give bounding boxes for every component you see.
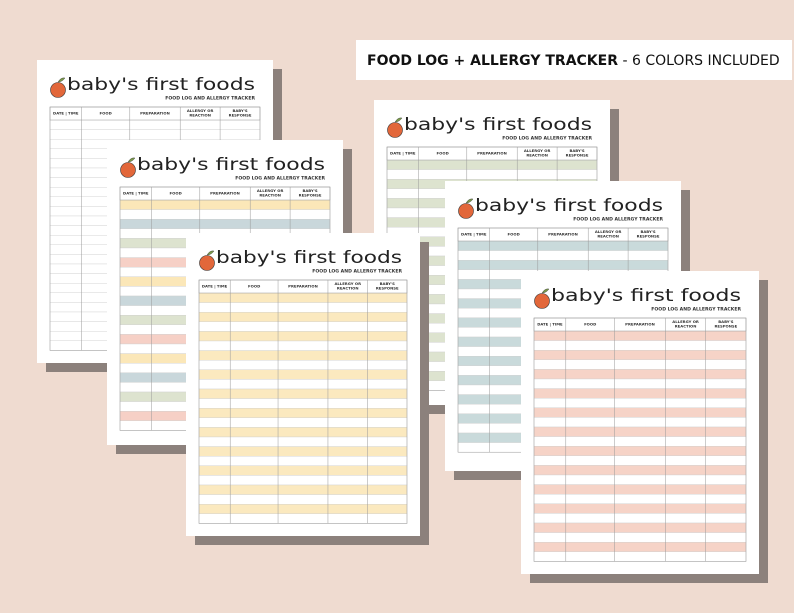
column-header: FOOD bbox=[437, 151, 449, 156]
logo-orange bbox=[387, 122, 403, 138]
table-border bbox=[198, 279, 408, 524]
column-header: DATE | TIME bbox=[390, 151, 416, 156]
column-header: BABY'S bbox=[640, 229, 655, 234]
column-header: DATE | TIME bbox=[202, 284, 228, 289]
column-header: BABY'S bbox=[569, 148, 584, 153]
logo-leaf bbox=[465, 198, 474, 204]
column-header: BABY'S bbox=[302, 188, 317, 193]
logo-orange bbox=[120, 162, 136, 178]
column-header: PREPARATION bbox=[288, 284, 318, 289]
logo-orange bbox=[50, 82, 66, 98]
page-subtitle: FOOD LOG AND ALLERGY TRACKER bbox=[573, 217, 663, 223]
page-subtitle: FOOD LOG AND ALLERGY TRACKER bbox=[502, 136, 592, 142]
column-header: FOOD bbox=[100, 111, 112, 116]
column-header: REACTION bbox=[675, 324, 697, 329]
column-header: RESPONSE bbox=[566, 153, 589, 158]
page-subtitle: FOOD LOG AND ALLERGY TRACKER bbox=[165, 96, 255, 102]
column-header: REACTION bbox=[526, 153, 548, 158]
page-subtitle: FOOD LOG AND ALLERGY TRACKER bbox=[235, 176, 325, 182]
column-header: REACTION bbox=[337, 286, 359, 291]
column-header: RESPONSE bbox=[376, 286, 399, 291]
banner-text: FOOD LOG + ALLERGY TRACKER - 6 COLORS IN… bbox=[367, 53, 780, 69]
page-title: baby's first foods bbox=[551, 286, 741, 306]
column-header: RESPONSE bbox=[229, 113, 252, 118]
column-header: FOOD bbox=[170, 191, 182, 196]
logo-orange bbox=[458, 203, 474, 219]
logo-leaf bbox=[206, 250, 215, 256]
page-title: baby's first foods bbox=[216, 248, 402, 268]
page-title: baby's first foods bbox=[475, 196, 663, 216]
page-subtitle: FOOD LOG AND ALLERGY TRACKER bbox=[651, 307, 741, 313]
page-title: baby's first foods bbox=[137, 155, 325, 175]
column-header: RESPONSE bbox=[637, 234, 660, 239]
column-header: BABY'S bbox=[718, 319, 733, 324]
page-title: baby's first foods bbox=[67, 75, 255, 95]
column-header: DATE | TIME bbox=[537, 322, 563, 327]
column-header: REACTION bbox=[597, 234, 619, 239]
page-title: baby's first foods bbox=[404, 115, 592, 135]
banner-box bbox=[356, 40, 792, 80]
logo-orange bbox=[534, 293, 550, 309]
column-header: ALLERGY OR bbox=[524, 148, 551, 153]
column-header: RESPONSE bbox=[714, 324, 737, 329]
column-header: REACTION bbox=[259, 193, 281, 198]
logo-leaf bbox=[57, 77, 66, 83]
column-header: BABY'S bbox=[380, 281, 395, 286]
column-header: FOOD bbox=[248, 284, 260, 289]
logo-leaf bbox=[127, 157, 136, 163]
logo-leaf bbox=[394, 117, 403, 123]
column-header: PREPARATION bbox=[625, 322, 655, 327]
logo-leaf bbox=[541, 288, 550, 294]
column-header: PREPARATION bbox=[548, 232, 578, 237]
column-header: ALLERGY OR bbox=[334, 281, 361, 286]
column-header: PREPARATION bbox=[477, 151, 507, 156]
column-header: PREPARATION bbox=[140, 111, 170, 116]
column-header: DATE | TIME bbox=[123, 191, 149, 196]
column-header: FOOD bbox=[584, 322, 596, 327]
page-subtitle: FOOD LOG AND ALLERGY TRACKER bbox=[312, 269, 402, 275]
column-header: PREPARATION bbox=[210, 191, 240, 196]
column-header: ALLERGY OR bbox=[187, 108, 214, 113]
column-header: DATE | TIME bbox=[53, 111, 79, 116]
column-header: BABY'S bbox=[232, 108, 247, 113]
column-header: ALLERGY OR bbox=[595, 229, 622, 234]
column-header: REACTION bbox=[189, 113, 211, 118]
table-border bbox=[533, 317, 747, 562]
column-header: ALLERGY OR bbox=[257, 188, 284, 193]
banner-bold: FOOD LOG + ALLERGY TRACKER bbox=[367, 53, 618, 69]
column-header: ALLERGY OR bbox=[672, 319, 699, 324]
column-header: RESPONSE bbox=[299, 193, 322, 198]
banner-rest: - 6 COLORS INCLUDED bbox=[622, 53, 779, 69]
column-header: DATE | TIME bbox=[461, 232, 487, 237]
column-header: FOOD bbox=[508, 232, 520, 237]
logo-orange bbox=[199, 255, 215, 271]
